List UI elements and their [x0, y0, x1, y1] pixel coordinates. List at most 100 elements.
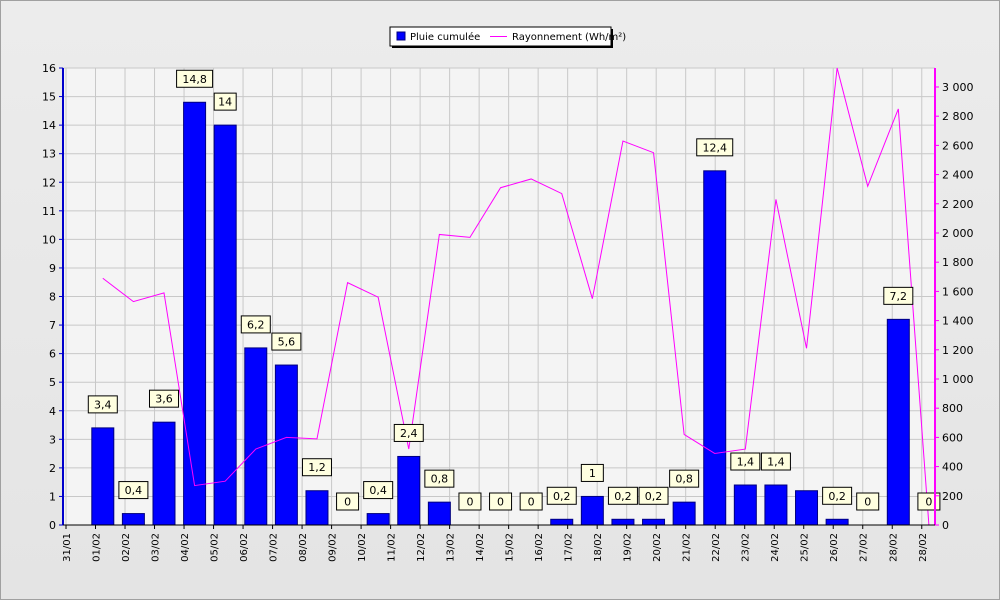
- x-tick-label: 14/02: [475, 533, 486, 562]
- bar: [825, 518, 849, 526]
- y-right-tick-label: 1 800: [942, 256, 974, 269]
- series-line-rayonnement: [102, 67, 930, 526]
- x-tick-label: 05/02: [210, 533, 221, 562]
- data-label: 0,2: [614, 490, 632, 503]
- x-tick-label: 16/02: [534, 533, 545, 562]
- data-label: 14,8: [182, 73, 207, 86]
- x-tick-label: 28/02: [888, 533, 899, 562]
- data-label: 0,2: [645, 490, 663, 503]
- y-right-tick-label: 2 000: [942, 227, 974, 240]
- data-label: 5,6: [278, 336, 296, 349]
- data-label-box: [393, 423, 424, 442]
- x-tick-label: 21/02: [682, 533, 693, 562]
- x-tick-label: 26/02: [829, 533, 840, 562]
- y-left-tick-label: 5: [49, 376, 56, 389]
- y-right-tick-label: 0: [942, 519, 949, 532]
- y-left-tick-label: 0: [49, 519, 56, 532]
- x-tick-label: 13/02: [446, 533, 457, 562]
- data-label: 0: [925, 496, 932, 509]
- x-tick-label: 31/01: [62, 533, 73, 562]
- data-label: 6,2: [247, 318, 265, 331]
- y-right-tick-label: 1 000: [942, 373, 974, 386]
- bar: [611, 518, 635, 526]
- y-right-tick-label: 1 600: [942, 285, 974, 298]
- data-label: 0: [528, 496, 535, 509]
- x-tick-label: 15/02: [505, 533, 516, 562]
- y-right-tick-label: 800: [942, 402, 963, 415]
- bar: [274, 364, 298, 526]
- x-tick-label: 06/02: [239, 533, 250, 562]
- data-label: 0: [466, 496, 473, 509]
- y-left-tick-label: 14: [42, 119, 56, 132]
- data-label-box: [336, 492, 360, 511]
- data-label-box: [148, 389, 179, 408]
- x-tick-label: 27/02: [859, 533, 870, 562]
- y-left-tick-label: 13: [42, 148, 56, 161]
- data-label: 3,6: [155, 393, 173, 406]
- data-label-box: [607, 486, 638, 505]
- y-right-tick-label: 2 400: [942, 169, 974, 182]
- data-label-box: [638, 486, 669, 505]
- y-left-tick-label: 1: [49, 490, 56, 503]
- data-label: 12,4: [702, 141, 727, 154]
- y-right-tick-label: 3 000: [942, 81, 974, 94]
- bar: [703, 170, 727, 526]
- data-label-box: [176, 69, 214, 88]
- x-tick-label: 25/02: [800, 533, 811, 562]
- data-label: 0: [497, 496, 504, 509]
- y-left-tick-label: 16: [42, 62, 56, 75]
- legend-swatch-pluie: [396, 31, 406, 41]
- data-label-box: [696, 138, 734, 157]
- data-label-box: [519, 492, 543, 511]
- y-right-tick-label: 2 200: [942, 198, 974, 211]
- y-right-tick-label: 1 200: [942, 344, 974, 357]
- x-tick-label: 20/02: [652, 533, 663, 562]
- data-label: 14: [218, 96, 232, 109]
- bar: [244, 347, 268, 526]
- legend-label-rayonnement: Rayonnement (Wh/m²): [512, 32, 626, 43]
- data-label-box: [669, 469, 700, 488]
- x-tick-label: 28/02: [918, 533, 929, 562]
- x-tick-label: 11/02: [387, 533, 398, 562]
- y-right-tick-label: 2 600: [942, 139, 974, 152]
- y-left-tick-label: 2: [49, 462, 56, 475]
- bar: [121, 513, 145, 526]
- data-label: 7,2: [890, 290, 908, 303]
- data-label-box: [363, 481, 394, 500]
- bar: [764, 484, 788, 526]
- y-left-tick-label: 10: [42, 233, 56, 246]
- y-left-tick-label: 4: [49, 405, 56, 418]
- y-left-tick-label: 6: [49, 348, 56, 361]
- bar: [397, 455, 421, 526]
- data-label: 1,4: [737, 456, 755, 469]
- data-label: 0: [864, 496, 871, 509]
- y-right-tick-label: 1 400: [942, 315, 974, 328]
- data-label: 0,4: [369, 484, 387, 497]
- data-label: 2,4: [400, 427, 418, 440]
- data-label-box: [856, 492, 880, 511]
- x-tick-label: 01/02: [92, 533, 103, 562]
- x-tick-label: 07/02: [269, 533, 280, 562]
- y-right-tick-label: 600: [942, 431, 963, 444]
- data-label: 1,2: [308, 461, 326, 474]
- y-left-tick-label: 3: [49, 433, 56, 446]
- y-right-tick-label: 400: [942, 461, 963, 474]
- y-right-tick-label: 200: [942, 490, 963, 503]
- data-label-box: [580, 463, 604, 482]
- bar: [550, 518, 574, 526]
- bar: [152, 421, 176, 526]
- y-right-tick-label: 2 800: [942, 110, 974, 123]
- y-left-tick-label: 11: [42, 205, 56, 218]
- data-label: 0,8: [675, 473, 693, 486]
- x-tick-label: 24/02: [770, 533, 781, 562]
- x-tick-label: 23/02: [741, 533, 752, 562]
- y-left-tick-label: 8: [49, 291, 56, 304]
- bar: [580, 495, 604, 526]
- data-label: 0,4: [125, 484, 143, 497]
- x-tick-label: 12/02: [416, 533, 427, 562]
- bar: [886, 318, 910, 526]
- bar: [427, 501, 451, 526]
- data-label-box: [87, 395, 118, 414]
